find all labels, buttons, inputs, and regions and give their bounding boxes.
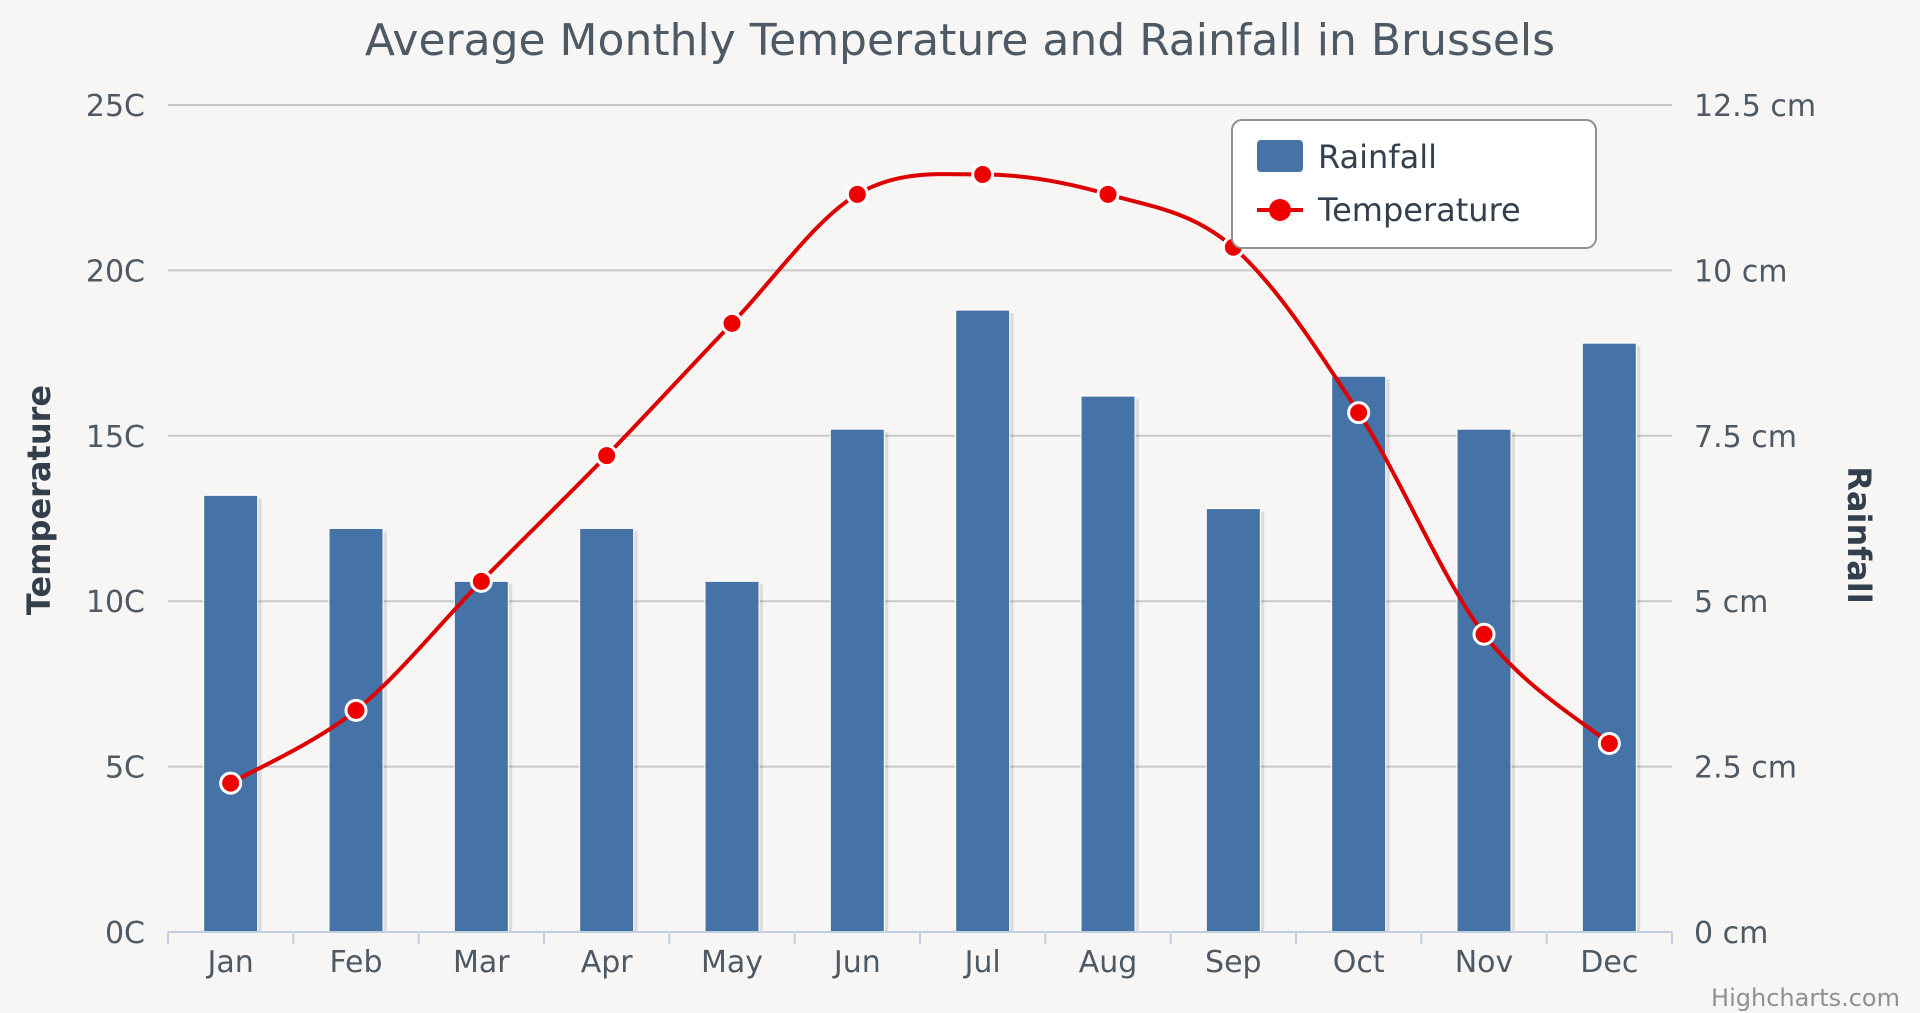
temperature-point [720,311,744,335]
rainfall-bar [955,309,1011,933]
x-tick-label: May [701,945,763,980]
x-axis-labels: Jan Feb Mar Apr May Jun Jul Aug Sep Oct Nov Dec [206,945,1639,980]
temperature-point [469,569,493,593]
legend-temperature-label[interactable]: Temperature [1317,191,1521,229]
rainfall-bar [328,527,384,933]
temperature-point [344,698,368,722]
left-tick-label: 20C [86,254,145,289]
x-axis-ticks [167,932,1673,944]
rainfall-bar [1331,375,1387,933]
legend-box [1231,119,1597,249]
temperature-point [219,771,243,795]
left-tick-label: 25C [86,89,145,124]
x-tick-label: Mar [453,945,510,980]
x-tick-label: Nov [1455,945,1514,980]
temperature-points [219,162,1621,795]
x-tick-label: Sep [1205,945,1262,980]
x-tick-label: Apr [581,945,634,980]
legend-temperature-marker [1269,199,1291,221]
rainfall-bar [1205,508,1261,933]
rainfall-bar [579,527,635,933]
left-tick-label: 15C [86,420,145,455]
right-axis-ticks: 0 cm 2.5 cm 5 cm 7.5 cm 10 cm 12.5 cm [1694,89,1816,951]
temperature-line [229,172,1611,785]
right-tick-label: 12.5 cm [1694,89,1816,124]
temperature-point [1472,622,1496,646]
right-tick-label: 5 cm [1694,585,1768,620]
right-axis-title: Rainfall [1840,466,1878,603]
x-tick-label: Oct [1333,945,1385,980]
rainfall-bars [203,309,1641,933]
left-tick-label: 0C [105,916,145,951]
x-tick-label: Jan [206,945,254,980]
rainfall-bar [203,494,259,933]
temperature-point [1597,731,1621,755]
right-tick-label: 10 cm [1694,254,1787,289]
legend-rainfall-label[interactable]: Rainfall [1318,138,1437,176]
rainfall-bar [1581,342,1637,933]
left-tick-label: 10C [86,585,145,620]
temperature-point [845,182,869,206]
gridlines [168,104,1672,768]
rainfall-bar [1456,428,1512,933]
left-axis-ticks: 0C 5C 10C 15C 20C 25C [86,89,145,951]
temperature-point [971,162,995,186]
right-tick-label: 2.5 cm [1694,751,1797,786]
rainfall-bar [1080,395,1136,933]
rainfall-bar [453,580,509,933]
temperature-point [595,444,619,468]
x-tick-label: Feb [329,945,382,980]
credit-text[interactable]: Highcharts.com [1711,984,1900,1012]
rainfall-bar [704,580,760,933]
temperature-point [1096,182,1120,206]
x-tick-label: Jun [832,945,881,980]
x-tick-label: Dec [1580,945,1638,980]
legend-rainfall-swatch [1257,140,1303,172]
x-tick-label: Jul [963,945,1001,980]
x-tick-label: Aug [1079,945,1138,980]
left-axis-title: Temperature [20,385,58,615]
legend: Rainfall Temperature [1231,119,1597,249]
right-tick-label: 0 cm [1694,916,1768,951]
rainfall-bar [829,428,885,933]
left-tick-label: 5C [105,751,145,786]
temperature-point [1347,401,1371,425]
chart-title: Average Monthly Temperature and Rainfall… [365,15,1555,66]
right-tick-label: 7.5 cm [1694,420,1797,455]
